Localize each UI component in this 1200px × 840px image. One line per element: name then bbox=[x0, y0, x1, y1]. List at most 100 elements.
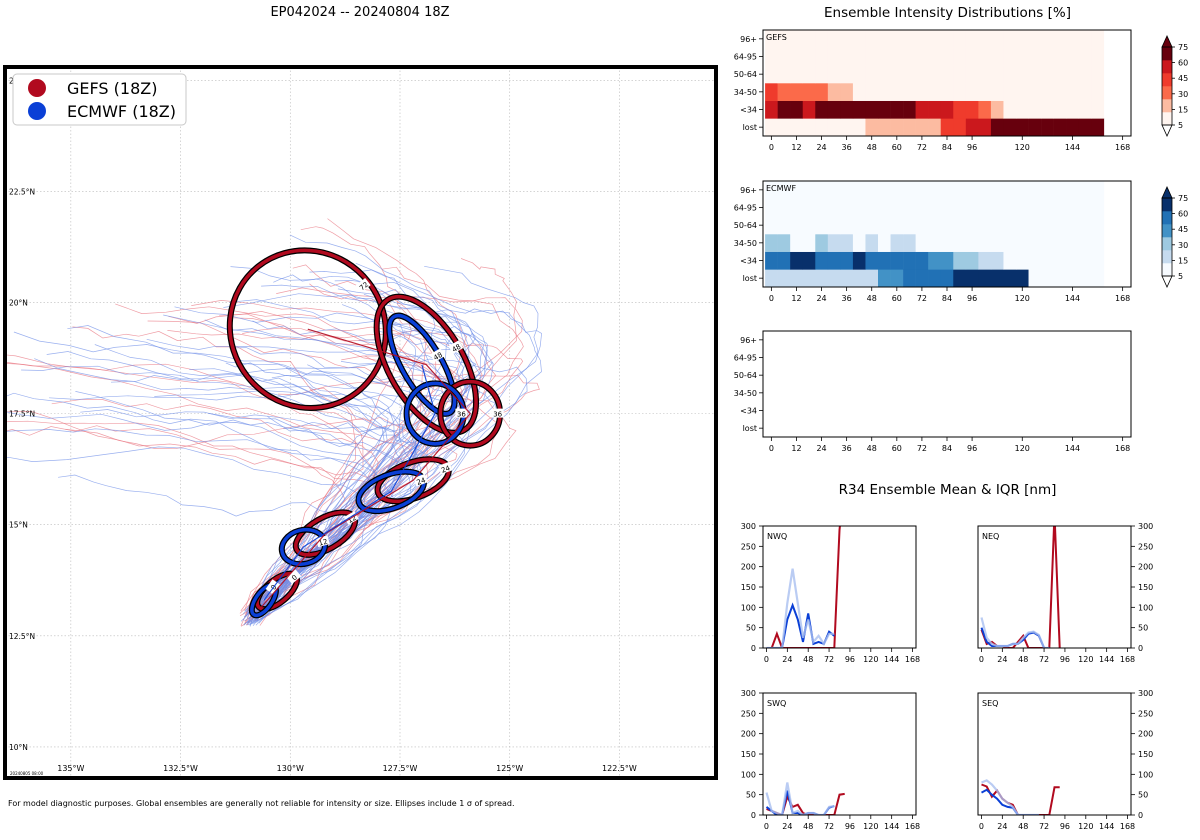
heatmap-cell bbox=[1003, 65, 1017, 84]
heatmap-cell bbox=[990, 198, 1004, 217]
r34-x-tick-label: 0 bbox=[979, 655, 984, 664]
heatmap-cell bbox=[903, 30, 916, 48]
x-tick-label: 144 bbox=[1065, 294, 1080, 303]
heatmap-cell bbox=[765, 83, 778, 101]
heatmap-cell bbox=[815, 100, 829, 119]
heatmap-cell bbox=[840, 100, 854, 119]
map-timestamp: 20240805 08:00 bbox=[10, 771, 44, 776]
heatmap-cell bbox=[890, 83, 904, 101]
colorbar-tick-label: 45 bbox=[1178, 225, 1188, 234]
r34-x-tick-label: 168 bbox=[905, 822, 920, 831]
heatmap-cell bbox=[940, 118, 954, 137]
ecmwf-member-track bbox=[229, 299, 477, 610]
heatmap-cell bbox=[915, 65, 929, 84]
r34-y-tick-label: 300 bbox=[741, 522, 756, 531]
gefs-ellipse-36h: 36 bbox=[437, 378, 504, 449]
heatmap-cell bbox=[840, 198, 854, 217]
heatmap-cell bbox=[990, 234, 1004, 252]
heatmap-cell bbox=[852, 269, 866, 288]
ellipse-hour-label: 36 bbox=[457, 411, 466, 419]
heatmap-cell bbox=[765, 65, 778, 84]
heatmap-cell bbox=[827, 269, 841, 288]
heatmap-cell bbox=[953, 181, 967, 199]
heatmap-cell bbox=[890, 234, 904, 252]
row-label: 34-50 bbox=[734, 239, 757, 248]
heatmap-cell bbox=[978, 100, 992, 119]
heatmap-cell bbox=[928, 216, 942, 235]
ecmwf-ellipse-12h: 12 bbox=[278, 526, 330, 568]
x-tick-label: 120 bbox=[1015, 294, 1030, 303]
heatmap-cell bbox=[852, 65, 866, 84]
heatmap-cell bbox=[928, 83, 942, 101]
gefs-r34-line bbox=[766, 792, 845, 815]
gefs-r34-line bbox=[766, 526, 841, 648]
heatmap-cell bbox=[815, 181, 829, 199]
heatmap-cell bbox=[1053, 100, 1067, 119]
heatmap-cell bbox=[1091, 181, 1105, 199]
r34-x-tick-label: 24 bbox=[782, 655, 792, 664]
x-tick-label: 36 bbox=[842, 143, 852, 152]
heatmap-cell bbox=[777, 118, 791, 137]
heatmap-cell bbox=[965, 100, 979, 119]
heatmap-cell bbox=[790, 269, 804, 288]
r34-x-tick-label: 72 bbox=[1039, 822, 1049, 831]
heatmap-cell bbox=[865, 269, 879, 288]
lat-tick-label: 15°N bbox=[9, 521, 28, 530]
r34-x-tick-label: 144 bbox=[884, 822, 899, 831]
ecmwf_light-r34-line bbox=[765, 782, 835, 815]
ecmwf-member-track bbox=[5, 411, 383, 624]
heatmap-cell bbox=[840, 251, 854, 270]
heatmap-cell bbox=[790, 65, 804, 84]
x-tick-label: 36 bbox=[842, 444, 852, 453]
r34-x-tick-label: 0 bbox=[979, 822, 984, 831]
r34-y-tick-label: 300 bbox=[1138, 522, 1153, 531]
r34-x-tick-label: 96 bbox=[845, 655, 855, 664]
lon-tick-label: 132.5°W bbox=[163, 764, 198, 773]
lat-tick-label: 20°N bbox=[9, 299, 28, 308]
ecmwf-member-track bbox=[58, 474, 368, 619]
heatmap-cell bbox=[1041, 181, 1054, 199]
ecmwf-member-track bbox=[225, 362, 389, 613]
heatmap-cell bbox=[890, 198, 904, 217]
heatmap-cell bbox=[840, 47, 854, 66]
heatmap-cell bbox=[1041, 216, 1054, 235]
r34-x-tick-label: 48 bbox=[803, 822, 813, 831]
heatmap-cell bbox=[815, 251, 829, 270]
heatmap-cell bbox=[1078, 251, 1092, 270]
r34-x-tick-label: 120 bbox=[863, 655, 878, 664]
heatmap-cell bbox=[840, 83, 854, 101]
heatmap-cell bbox=[790, 216, 804, 235]
heatmap-cell bbox=[852, 216, 866, 235]
colorbar-tick-label: 30 bbox=[1178, 90, 1188, 99]
heatmap-cell bbox=[928, 181, 942, 199]
r34-x-tick-label: 48 bbox=[1018, 655, 1028, 664]
heatmap-cell bbox=[827, 251, 841, 270]
heatmap-cell bbox=[1041, 30, 1054, 48]
heatmap-cell bbox=[928, 118, 942, 137]
heatmap-cell bbox=[840, 65, 854, 84]
heatmap-cell bbox=[765, 198, 778, 217]
heatmap-cell bbox=[777, 181, 791, 199]
heatmap-cell bbox=[852, 47, 866, 66]
gefs-r34-line bbox=[981, 783, 1060, 815]
heatmap-cell bbox=[765, 47, 778, 66]
row-label: lost bbox=[743, 424, 757, 433]
heatmap-cell bbox=[802, 234, 816, 252]
x-tick-label: 0 bbox=[769, 444, 774, 453]
heatmap-cell bbox=[915, 198, 929, 217]
heatmap-cell bbox=[1091, 216, 1105, 235]
heatmap-cell bbox=[878, 118, 891, 137]
heatmap-cell bbox=[928, 47, 942, 66]
r34-x-tick-label: 48 bbox=[803, 655, 813, 664]
heatmap-cell bbox=[1091, 47, 1105, 66]
heatmap-cell bbox=[965, 251, 979, 270]
heatmap-cell bbox=[802, 269, 816, 288]
heatmap-cell bbox=[1053, 118, 1067, 137]
r34-y-tick-label: 150 bbox=[741, 750, 756, 759]
row-label: 96+ bbox=[740, 35, 757, 44]
gefs-member-track bbox=[240, 226, 412, 612]
r34-x-tick-label: 96 bbox=[845, 822, 855, 831]
heatmap-cell bbox=[790, 30, 804, 48]
heatmap-cell bbox=[978, 83, 992, 101]
r34-frame bbox=[977, 525, 1132, 649]
